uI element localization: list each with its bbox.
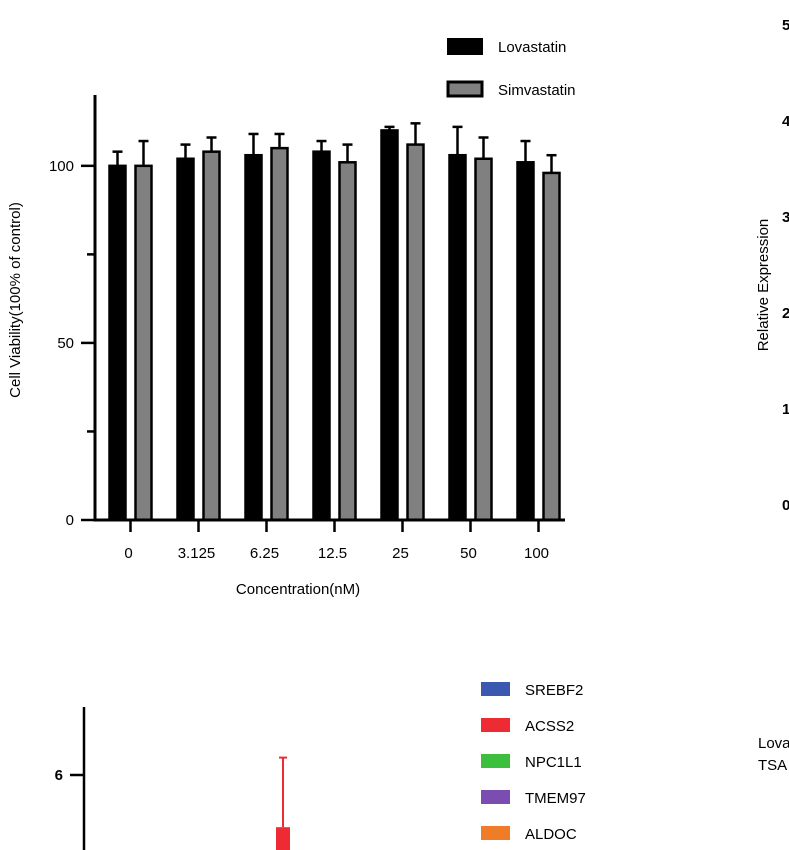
expression-y-tick-label: 0: [782, 497, 789, 514]
bar-lovastatin-6.25: [244, 153, 263, 522]
gene-legend-swatch-acss2: [481, 718, 510, 732]
bar-simvastatin-100: [542, 171, 561, 522]
viability-x-label: Concentration(nM): [236, 581, 360, 598]
bar-simvastatin-50: [474, 157, 493, 522]
gene-legend-label-acss2: ACSS2: [525, 718, 574, 735]
bar-lovastatin-3.125: [176, 157, 195, 522]
gene-bars: [276, 756, 290, 850]
bar-lovastatin-12.5: [312, 150, 331, 522]
gene-y-tick-label-6: 6: [55, 767, 63, 784]
gene-legend-label-srebf2: SREBF2: [525, 682, 583, 699]
expression-y-tick-label: 1: [782, 401, 789, 418]
viability-x-tick-label: 25: [392, 545, 409, 562]
viability-x-tick-label: 100: [524, 545, 549, 562]
bar-lovastatin-25: [380, 129, 399, 522]
bar-simvastatin-3.125: [202, 150, 221, 522]
viability-x-axis: 0 3.125 6.25 12.5 25 50 100: [93, 518, 565, 562]
gene-legend-swatch-aldoc: [481, 826, 510, 840]
gene-legend-label-npc1l1: NPC1L1: [525, 754, 582, 771]
expression-y-tick-label: 2: [782, 305, 789, 322]
expression-y-label: Relative Expression: [755, 219, 772, 352]
gene-legend-label-aldoc: ALDOC: [525, 826, 577, 843]
gene-chart: 6 SREBF2 ACSS2 NPC1L1 TMEM97 ALDOC: [55, 682, 586, 850]
viability-legend: Lovastatin Simvastatin: [446, 38, 576, 99]
gene-legend-swatch-npc1l1: [481, 754, 510, 768]
viability-y-axis: 0 50 100: [49, 95, 97, 529]
expression-chart: Relative Expression 0 1 2 3 4 5 Lova TSA: [755, 17, 789, 774]
bar-simvastatin-12.5: [338, 161, 357, 522]
expression-y-ticks: 0 1 2 3 4 5: [782, 17, 789, 514]
gene-legend-label-tmem97: TMEM97: [525, 790, 586, 807]
gene-legend-swatch-tmem97: [481, 790, 510, 804]
gene-legend-swatch-srebf2: [481, 682, 510, 696]
gene-bar-acss2: [276, 827, 290, 850]
legend-label-lovastatin: Lovastatin: [498, 39, 566, 56]
viability-x-tick-label: 6.25: [250, 545, 279, 562]
bar-lovastatin-100: [516, 161, 535, 522]
gene-legend: SREBF2 ACSS2 NPC1L1 TMEM97 ALDOC: [481, 682, 586, 843]
bar-simvastatin-6.25: [270, 146, 289, 522]
viability-bars: [108, 122, 561, 522]
viability-x-tick-label: 0: [124, 545, 132, 562]
expression-y-tick-label: 3: [782, 209, 789, 226]
bar-simvastatin-0: [134, 164, 153, 522]
legend-swatch-simvastatin: [446, 80, 484, 98]
viability-chart: 0 50 100 0 3.125 6.25 12.5 25 50 100 Cell Viabil…: [7, 38, 576, 598]
viability-x-tick-label: 50: [460, 545, 477, 562]
legend-label-simvastatin: Simvastatin: [498, 82, 576, 99]
viability-y-tick-label: 0: [66, 512, 74, 529]
expression-x-label-lova: Lova: [758, 735, 789, 752]
bar-simvastatin-25: [406, 143, 425, 522]
viability-y-tick-label: 50: [57, 335, 74, 352]
legend-swatch-lovastatin: [447, 38, 483, 55]
viability-y-tick-label: 100: [49, 158, 74, 175]
viability-x-tick-label: 3.125: [178, 545, 216, 562]
bar-lovastatin-50: [448, 153, 467, 522]
expression-x-label-tsa: TSA: [758, 757, 787, 774]
expression-y-tick-label: 4: [782, 113, 789, 130]
viability-y-label: Cell Viability(100% of control): [7, 202, 24, 398]
viability-x-tick-label: 12.5: [318, 545, 347, 562]
bar-lovastatin-0: [108, 164, 127, 522]
expression-y-tick-label: 5: [782, 17, 789, 34]
